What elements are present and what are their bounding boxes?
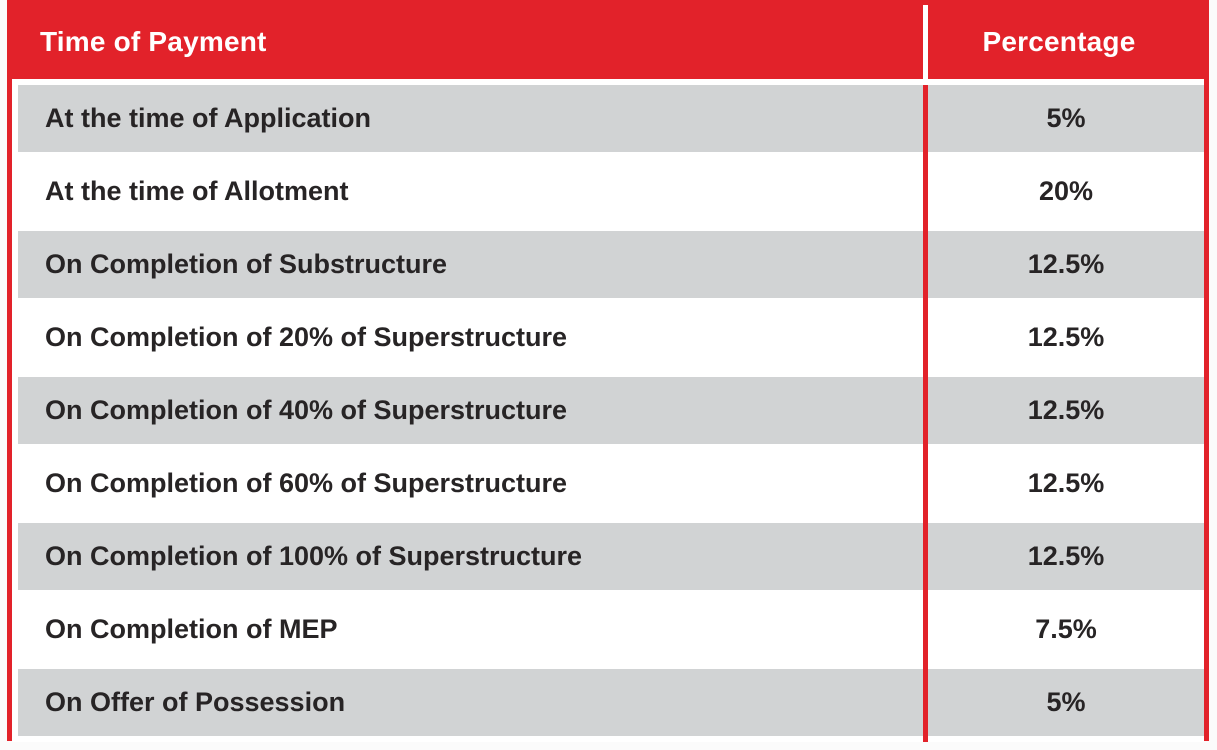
table-row: On Completion of MEP 7.5%	[12, 596, 1204, 663]
header-time-of-payment: Time of Payment	[40, 26, 267, 57]
row-value: 5%	[928, 669, 1204, 736]
row-label: On Completion of 60% of Superstructure	[18, 450, 923, 517]
table-row: On Completion of 40% of Superstructure 1…	[12, 377, 1204, 444]
row-value: 12.5%	[928, 450, 1204, 517]
row-label: On Completion of 40% of Superstructure	[18, 377, 923, 444]
table-row: At the time of Application 5%	[12, 85, 1204, 152]
table-body: At the time of Application 5% At the tim…	[12, 85, 1204, 742]
row-label: At the time of Application	[18, 85, 923, 152]
row-label: On Completion of 20% of Superstructure	[18, 304, 923, 371]
header-percentage: Percentage	[982, 26, 1136, 57]
row-label: On Offer of Possession	[18, 669, 923, 736]
row-label: On Completion of MEP	[18, 596, 923, 663]
row-value: 7.5%	[928, 596, 1204, 663]
row-label: At the time of Allotment	[18, 158, 923, 225]
table-row: On Completion of Substructure 12.5%	[12, 231, 1204, 298]
row-value: 20%	[928, 158, 1204, 225]
row-value: 5%	[928, 85, 1204, 152]
table-row: On Completion of 20% of Superstructure 1…	[12, 304, 1204, 371]
payment-plan-table: Time of Payment Percentage At the time o…	[7, 0, 1209, 742]
row-value: 12.5%	[928, 231, 1204, 298]
row-label: On Completion of 100% of Superstructure	[18, 523, 923, 590]
table-row: On Completion of 60% of Superstructure 1…	[12, 450, 1204, 517]
row-value: 12.5%	[928, 523, 1204, 590]
table-row: At the time of Allotment 20%	[12, 158, 1204, 225]
table-header-row: Time of Payment Percentage	[12, 5, 1204, 79]
row-label: On Completion of Substructure	[18, 231, 923, 298]
column-separator-line	[923, 85, 928, 742]
table-row: On Offer of Possession 5%	[12, 669, 1204, 736]
row-value: 12.5%	[928, 377, 1204, 444]
row-value: 12.5%	[928, 304, 1204, 371]
table-row: On Completion of 100% of Superstructure …	[12, 523, 1204, 590]
header-column-divider	[923, 5, 928, 79]
